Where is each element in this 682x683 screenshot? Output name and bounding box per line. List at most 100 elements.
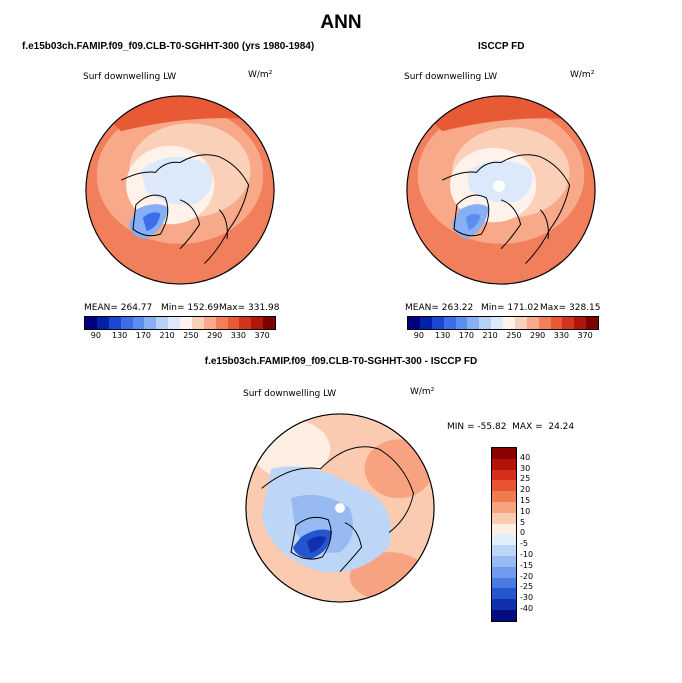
- colorbar-swatch: [455, 317, 468, 329]
- colorbar-swatch: [96, 317, 109, 329]
- colorbar-swatch: [85, 317, 97, 329]
- colorbar-swatch: [562, 317, 575, 329]
- colorbar-tick-label: -10: [520, 550, 534, 559]
- obs-colorbar: [407, 316, 599, 330]
- colorbar-tick-label: 0: [520, 528, 526, 538]
- diff-polar-map: [245, 413, 435, 603]
- colorbar-swatch: [479, 317, 492, 329]
- colorbar-tick-label: 170: [135, 331, 152, 340]
- colorbar-swatch: [239, 317, 252, 329]
- colorbar-tick-label: 20: [520, 485, 531, 495]
- model-panel-header: f.e15b03ch.FAMIP.f09_f09.CLB-T0-SGHHT-30…: [22, 41, 315, 52]
- obs-units: W/m²: [570, 70, 595, 80]
- model-colorbar: [84, 316, 276, 330]
- colorbar-swatch: [120, 317, 133, 329]
- colorbar-swatch: [492, 566, 516, 578]
- colorbar-tick-label: -5: [520, 539, 528, 549]
- colorbar-tick-label: 5: [520, 517, 526, 527]
- colorbar-swatch: [492, 545, 516, 556]
- colorbar-tick-label: -15: [520, 560, 534, 570]
- diff-panel-header: f.e15b03ch.FAMIP.f09_f09.CLB-T0-SGHHT-30…: [204, 356, 478, 367]
- colorbar-swatch: [503, 317, 515, 329]
- colorbar-swatch: [431, 317, 444, 329]
- colorbar-swatch: [492, 523, 516, 535]
- colorbar-swatch: [586, 317, 598, 329]
- pole-hole: [493, 180, 505, 192]
- colorbar-swatch: [574, 317, 587, 329]
- colorbar-swatch: [550, 317, 563, 329]
- colorbar-tick-label: 210: [159, 331, 175, 340]
- colorbar-tick-label: 370: [254, 331, 270, 340]
- diff-minmax: MIN = -55.82 MAX = 24.24: [447, 422, 575, 432]
- colorbar-tick-label: -20: [520, 571, 534, 581]
- coastlines: [120, 154, 250, 264]
- colorbar-tick-label: -40: [520, 604, 534, 613]
- colorbar-swatch: [132, 317, 145, 329]
- obs-colorbar-ticks: 90 130 170 210 250 290 330 370: [407, 331, 597, 341]
- colorbar-swatch: [156, 317, 169, 329]
- colorbar-swatch: [514, 317, 527, 329]
- colorbar-swatch: [108, 317, 121, 329]
- colorbar-swatch: [538, 317, 551, 329]
- colorbar-swatch: [168, 317, 180, 329]
- colorbar-tick-label: 30: [520, 463, 531, 473]
- colorbar-swatch: [492, 555, 516, 567]
- colorbar-tick-label: -25: [520, 582, 534, 592]
- colorbar-swatch: [492, 491, 516, 502]
- diff-units: W/m²: [410, 387, 435, 397]
- obs-polar-map: [406, 95, 596, 285]
- colorbar-tick-label: 250: [183, 331, 199, 340]
- colorbar-swatch: [492, 501, 516, 513]
- colorbar-tick-label: 130: [434, 331, 451, 340]
- colorbar-swatch: [492, 609, 516, 621]
- colorbar-swatch: [492, 577, 516, 589]
- colorbar-swatch: [251, 317, 264, 329]
- colorbar-swatch: [492, 458, 516, 470]
- colorbar-swatch: [492, 588, 516, 600]
- colorbar-tick-label: 250: [506, 331, 522, 340]
- colorbar-swatch: [492, 469, 516, 481]
- obs-panel-header: ISCCP FD: [478, 41, 525, 52]
- colorbar-tick-label: 290: [529, 331, 546, 340]
- colorbar-tick-label: 25: [520, 474, 531, 484]
- coastlines: [261, 446, 415, 573]
- colorbar-swatch: [215, 317, 228, 329]
- colorbar-swatch: [227, 317, 240, 329]
- obs-var-label: Surf downwelling LW: [404, 72, 498, 82]
- model-units: W/m²: [248, 70, 273, 80]
- model-colorbar-ticks: 90 130 170 210 250 290 330 370: [84, 331, 274, 341]
- colorbar-swatch: [191, 317, 204, 329]
- obs-mean: MEAN= 263.22: [405, 303, 474, 313]
- page-title: ANN: [320, 12, 362, 33]
- colorbar-tick-label: -30: [520, 593, 534, 603]
- colorbar-swatch: [492, 534, 516, 546]
- pole-hole: [335, 503, 345, 513]
- colorbar-swatch: [492, 480, 516, 492]
- colorbar-tick-label: 170: [458, 331, 475, 340]
- colorbar-tick-label: 40: [520, 452, 531, 462]
- colorbar-tick-label: 90: [413, 331, 424, 340]
- colorbar-tick-label: 130: [111, 331, 128, 340]
- colorbar-swatch: [144, 317, 157, 329]
- colorbar-tick-label: 330: [230, 331, 247, 340]
- colorbar-tick-label: 370: [577, 331, 593, 340]
- colorbar-swatch: [492, 448, 516, 459]
- colorbar-swatch: [526, 317, 539, 329]
- model-mean: MEAN= 264.77: [84, 303, 153, 313]
- colorbar-swatch: [443, 317, 456, 329]
- colorbar-swatch: [203, 317, 216, 329]
- colorbar-tick-label: 210: [482, 331, 498, 340]
- model-min: Min= 152.69: [161, 303, 219, 313]
- coastlines: [441, 154, 571, 264]
- model-polar-map: [85, 95, 275, 285]
- colorbar-swatch: [467, 317, 480, 329]
- colorbar-tick-label: 10: [520, 506, 531, 516]
- model-var-label: Surf downwelling LW: [83, 72, 177, 82]
- colorbar-swatch: [180, 317, 192, 329]
- colorbar-tick-label: 290: [206, 331, 223, 340]
- colorbar-tick-label: 330: [553, 331, 570, 340]
- colorbar-swatch: [492, 599, 516, 610]
- obs-max: Max= 328.15: [540, 303, 601, 313]
- colorbar-swatch: [491, 317, 503, 329]
- diff-var-label: Surf downwelling LW: [243, 389, 337, 399]
